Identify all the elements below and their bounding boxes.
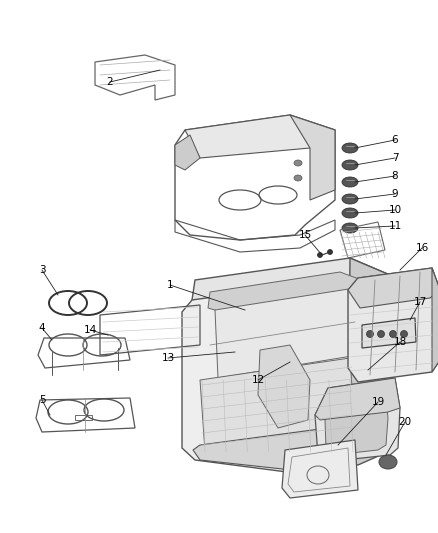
Ellipse shape xyxy=(328,249,332,254)
Polygon shape xyxy=(192,258,390,318)
Text: 16: 16 xyxy=(415,243,429,253)
Ellipse shape xyxy=(318,253,322,257)
Polygon shape xyxy=(175,135,200,170)
Polygon shape xyxy=(182,278,350,475)
Text: 6: 6 xyxy=(392,135,398,145)
Polygon shape xyxy=(282,440,358,498)
Polygon shape xyxy=(315,378,400,462)
Text: 12: 12 xyxy=(251,375,265,385)
Text: 11: 11 xyxy=(389,221,402,231)
Polygon shape xyxy=(185,115,335,158)
Text: 18: 18 xyxy=(393,337,406,347)
Polygon shape xyxy=(348,268,438,308)
Ellipse shape xyxy=(294,160,302,166)
Text: 15: 15 xyxy=(298,230,311,240)
Ellipse shape xyxy=(342,223,358,233)
Text: 1: 1 xyxy=(167,280,173,290)
Text: 17: 17 xyxy=(413,297,427,307)
Ellipse shape xyxy=(379,455,397,469)
Ellipse shape xyxy=(294,175,302,181)
Ellipse shape xyxy=(367,330,374,337)
Polygon shape xyxy=(325,390,388,455)
Text: 2: 2 xyxy=(107,77,113,87)
Text: 8: 8 xyxy=(392,171,398,181)
Text: 14: 14 xyxy=(83,325,97,335)
Polygon shape xyxy=(348,258,392,465)
Text: 3: 3 xyxy=(39,265,45,275)
Text: 19: 19 xyxy=(371,397,385,407)
Ellipse shape xyxy=(342,208,358,218)
Polygon shape xyxy=(362,318,416,348)
Text: 5: 5 xyxy=(39,395,45,405)
Ellipse shape xyxy=(342,143,358,153)
Ellipse shape xyxy=(389,330,396,337)
Ellipse shape xyxy=(342,177,358,187)
Polygon shape xyxy=(215,288,358,378)
Polygon shape xyxy=(348,268,438,382)
Polygon shape xyxy=(200,358,355,452)
Polygon shape xyxy=(432,268,438,372)
Ellipse shape xyxy=(400,330,407,337)
Ellipse shape xyxy=(342,194,358,204)
Text: 13: 13 xyxy=(161,353,175,363)
Polygon shape xyxy=(290,115,335,200)
Polygon shape xyxy=(208,272,375,318)
Text: 10: 10 xyxy=(389,205,402,215)
Polygon shape xyxy=(315,378,400,420)
Polygon shape xyxy=(193,425,356,472)
Polygon shape xyxy=(258,345,310,428)
Ellipse shape xyxy=(342,160,358,170)
Text: 7: 7 xyxy=(392,153,398,163)
Text: 4: 4 xyxy=(39,323,45,333)
Ellipse shape xyxy=(378,330,385,337)
Text: 20: 20 xyxy=(399,417,412,427)
Text: 9: 9 xyxy=(392,189,398,199)
